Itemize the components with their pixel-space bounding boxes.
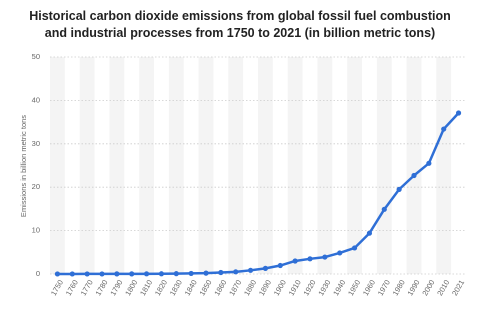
y-tick-label: 0 bbox=[36, 269, 40, 278]
background-stripe bbox=[228, 57, 244, 274]
x-tick-label: 1990 bbox=[405, 278, 421, 297]
y-axis-label: Emissions in billion metric tons bbox=[19, 115, 28, 217]
x-tick-label: 1790 bbox=[108, 278, 124, 297]
point bbox=[54, 271, 61, 277]
x-tick-label: 1870 bbox=[227, 278, 243, 297]
background-stripe bbox=[376, 57, 392, 274]
background-stripe bbox=[50, 57, 65, 274]
x-tick-label: 1820 bbox=[153, 278, 169, 297]
point bbox=[426, 160, 432, 166]
background-stripe bbox=[168, 57, 184, 274]
x-tick-label: 1960 bbox=[361, 278, 377, 297]
point bbox=[366, 230, 373, 236]
background-stripe bbox=[317, 57, 333, 274]
point bbox=[455, 110, 462, 116]
y-tick-label: 40 bbox=[32, 95, 40, 104]
background-stripe bbox=[79, 57, 95, 274]
background-stripe bbox=[198, 57, 214, 274]
y-tick-label: 30 bbox=[32, 139, 40, 148]
x-tick-label: 1800 bbox=[123, 278, 139, 297]
x-tick-label: 1860 bbox=[212, 278, 228, 297]
point bbox=[247, 267, 254, 273]
x-tick-label: 1920 bbox=[301, 278, 317, 297]
x-tick-label: 1910 bbox=[287, 278, 303, 297]
background-stripe bbox=[287, 57, 303, 274]
x-tick-label: 1980 bbox=[391, 278, 407, 297]
x-tick-label: 1950 bbox=[346, 278, 362, 297]
line bbox=[57, 112, 460, 276]
point bbox=[233, 269, 239, 275]
x-tick-label: 1850 bbox=[197, 278, 213, 297]
point bbox=[351, 245, 358, 251]
x-tick-label: 2000 bbox=[420, 278, 436, 297]
point bbox=[99, 271, 105, 277]
point bbox=[262, 265, 269, 271]
x-tick-label: 1930 bbox=[316, 278, 332, 297]
x-tick-label: 1880 bbox=[242, 278, 258, 297]
point bbox=[307, 256, 313, 262]
x-tick-label: 1940 bbox=[331, 278, 347, 297]
y-tick-label: 50 bbox=[32, 52, 40, 61]
point bbox=[143, 271, 150, 277]
x-tick-label: 1780 bbox=[93, 278, 109, 297]
point bbox=[322, 254, 328, 260]
point bbox=[173, 271, 179, 277]
background-stripe bbox=[109, 57, 125, 274]
point bbox=[218, 269, 224, 276]
x-tick-label: 1760 bbox=[64, 278, 80, 297]
background-stripe bbox=[139, 57, 154, 274]
point bbox=[411, 172, 417, 179]
point bbox=[396, 186, 402, 192]
point bbox=[381, 206, 387, 212]
point bbox=[203, 270, 209, 276]
background-stripe bbox=[436, 57, 452, 274]
point bbox=[158, 271, 165, 277]
x-tick-label: 1750 bbox=[49, 278, 65, 297]
point bbox=[337, 250, 343, 256]
point bbox=[441, 126, 447, 132]
x-tick-label: 1900 bbox=[272, 278, 288, 297]
point bbox=[114, 271, 120, 277]
x-tick-label: 1810 bbox=[138, 278, 154, 297]
x-tick-label: 2010 bbox=[435, 278, 451, 297]
chart-title: Historical carbon dioxide emissions from… bbox=[29, 9, 451, 40]
x-tick-label: 2021 bbox=[450, 278, 466, 297]
background-stripe bbox=[347, 57, 362, 274]
point bbox=[84, 271, 90, 277]
x-tick-label: 1970 bbox=[376, 278, 392, 297]
point bbox=[129, 271, 135, 277]
x-tick-label: 1830 bbox=[168, 278, 184, 297]
x-tick-label: 1770 bbox=[79, 278, 95, 297]
point bbox=[292, 258, 298, 264]
background-stripe bbox=[258, 57, 273, 274]
point bbox=[188, 270, 194, 277]
point bbox=[277, 262, 283, 269]
y-tick-label: 10 bbox=[32, 226, 40, 235]
x-tick-label: 1890 bbox=[257, 278, 273, 297]
y-tick-label: 20 bbox=[32, 182, 40, 191]
x-tick-label: 1840 bbox=[183, 278, 199, 297]
background-stripe bbox=[406, 57, 422, 274]
point bbox=[69, 271, 75, 277]
